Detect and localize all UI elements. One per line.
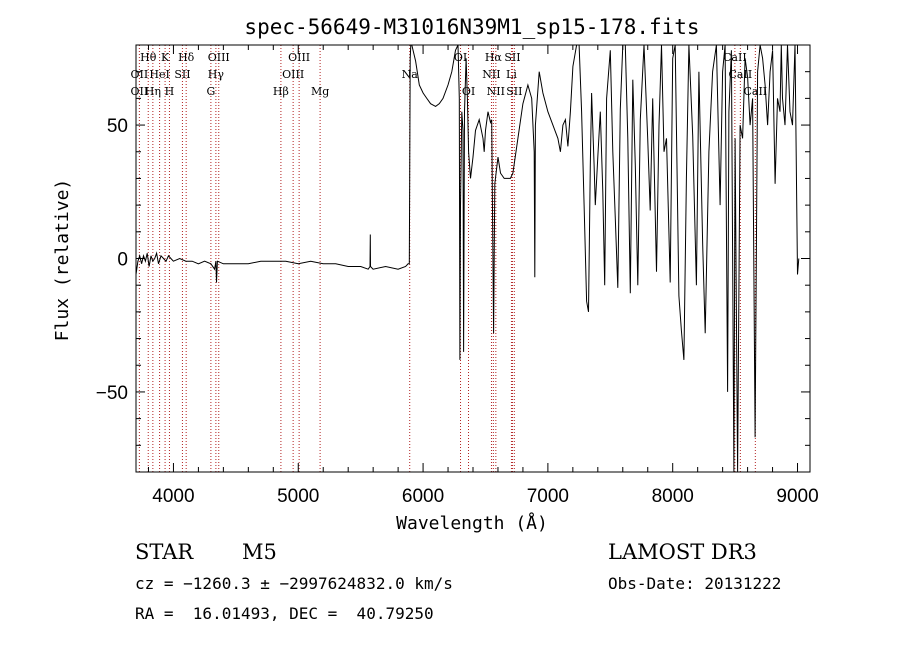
coordinates: RA = 16.01493, DEC = 40.79250 (135, 604, 434, 623)
x-tick-label: 4000 (152, 486, 194, 507)
line-label: OII (131, 68, 149, 81)
line-label: NII (487, 85, 505, 98)
line-label: OI (454, 51, 467, 64)
x-axis-label: Wavelength (Å) (396, 512, 548, 534)
line-label: HeI (149, 68, 169, 81)
line-label: OI (462, 85, 475, 98)
line-label: NII (482, 68, 500, 81)
line-label: OIII (282, 68, 304, 81)
line-label: OIII (208, 51, 230, 64)
x-tick-label: 7000 (527, 486, 569, 507)
line-label: OIII (288, 51, 310, 64)
x-tick-label: 6000 (402, 486, 444, 507)
line-label: OII (131, 85, 149, 98)
line-label: Hα (485, 51, 503, 64)
x-tick-label: 9000 (776, 486, 818, 507)
x-tick-label: 8000 (652, 486, 694, 507)
line-label: Hδ (178, 51, 195, 64)
y-tick-label: 0 (117, 250, 128, 271)
obs-date: Obs-Date: 20131222 (608, 574, 782, 593)
object-subclass: M5 (242, 540, 277, 564)
y-tick-label: −50 (96, 383, 128, 404)
chart-title: spec-56649-M31016N39M1_sp15-178.fits (244, 15, 699, 39)
line-label: Hη (145, 85, 161, 98)
line-label: SII (174, 68, 190, 81)
plot-frame (135, 44, 811, 473)
y-tick-label: 50 (107, 116, 128, 137)
y-axis-label: Flux (relative) (52, 179, 73, 342)
line-label: CaII (723, 51, 747, 64)
line-label: G (206, 85, 215, 98)
spectrum-line (136, 45, 800, 472)
object-class: STAR (135, 540, 194, 564)
line-label: SII (504, 51, 520, 64)
axis-ticks: 4000 5000 6000 7000 8000 9000 −50 0 50 (96, 44, 819, 507)
line-label: Li (506, 68, 517, 81)
redshift-readout: cz = −1260.3 ± −2997624832.0 km/s (135, 574, 453, 593)
line-label: CaII (729, 68, 753, 81)
survey-name: LAMOST DR3 (608, 540, 757, 564)
line-label: Hθ (140, 51, 157, 64)
line-label: Hβ (273, 85, 289, 98)
x-tick-label: 5000 (277, 486, 319, 507)
line-label: K (161, 51, 170, 64)
line-label: H (165, 85, 175, 98)
line-label: Mg (311, 85, 329, 98)
line-label: Hγ (208, 68, 225, 81)
line-label: SII (506, 85, 522, 98)
line-label: CaII (743, 85, 767, 98)
